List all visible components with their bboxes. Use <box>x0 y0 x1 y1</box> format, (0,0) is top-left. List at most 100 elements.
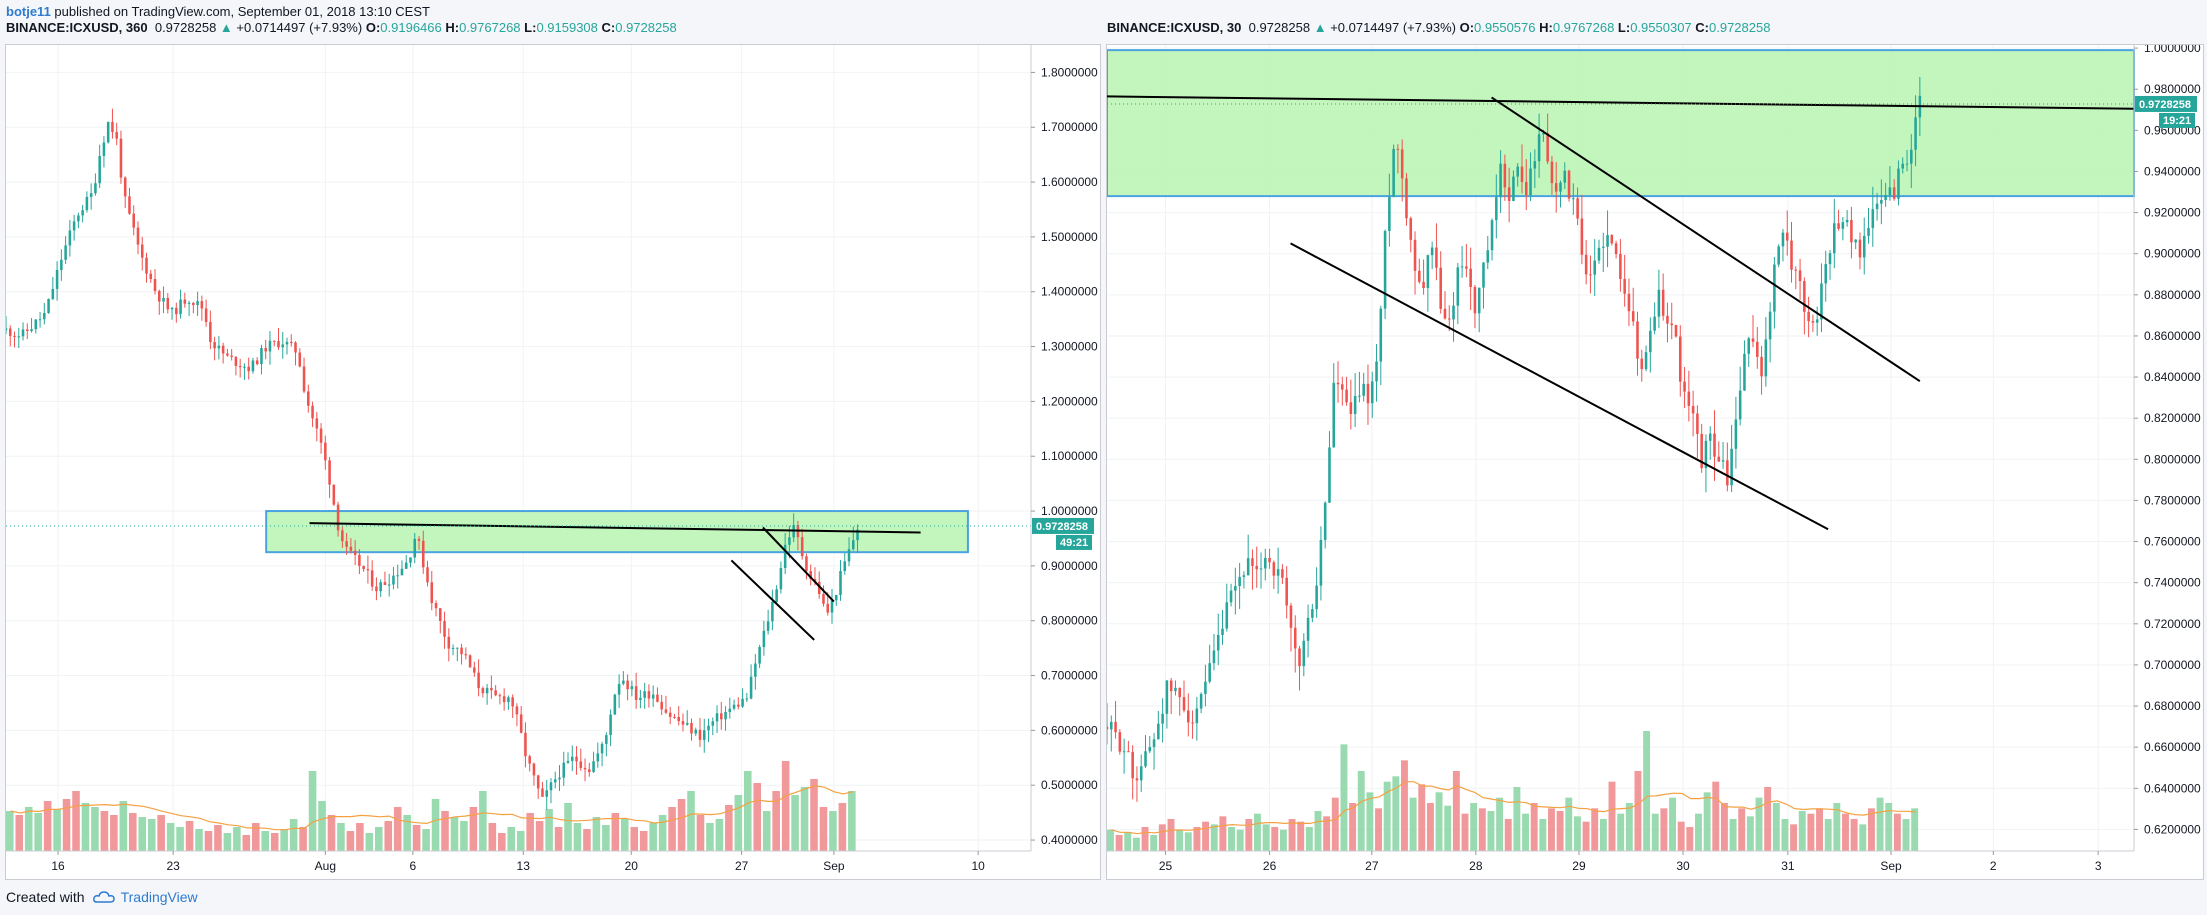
candle-body <box>1559 182 1562 192</box>
volume-bar <box>649 823 657 851</box>
volume-bar <box>1115 835 1123 851</box>
y-tick-label: 0.9200000 <box>2144 206 2201 220</box>
chart-panel-left[interactable]: BINANCE:ICXUSD, 360 0.9728258 ▲ +0.07144… <box>4 20 1101 880</box>
volume-bar <box>176 827 184 851</box>
candle-body <box>1901 163 1905 169</box>
price-chart-right[interactable]: 1.00000000.98000000.96000000.94000000.92… <box>1105 41 2203 879</box>
volume-bar <box>488 823 497 851</box>
candle-body <box>404 562 408 569</box>
price-chart-left[interactable]: 1.8000000 1.7000000 1.6000000 1.5000000 1.40… <box>4 45 1100 879</box>
candle-body <box>170 307 174 310</box>
tradingview-link[interactable]: TradingView <box>92 889 198 905</box>
candle-body <box>1854 239 1857 243</box>
candle-body <box>592 761 595 772</box>
candle-body <box>400 568 404 576</box>
volume-bar <box>1582 821 1590 851</box>
candle-body <box>643 691 646 698</box>
candle-body <box>1426 255 1430 288</box>
volume-bar <box>1176 829 1184 851</box>
y-tick-label: 0.9400000 <box>2144 164 2201 178</box>
volume-bar <box>1781 819 1789 851</box>
candle-body <box>1264 557 1267 569</box>
candle-body <box>21 329 25 337</box>
volume-bar <box>441 811 449 851</box>
x-tick-label: 3 <box>2095 859 2102 873</box>
volume-bar <box>157 815 165 851</box>
candle-body <box>1319 539 1323 586</box>
candle-body <box>434 603 438 609</box>
y-tick-label: 1.3000000 <box>1041 340 1098 354</box>
candle-body <box>72 221 76 231</box>
candle-body <box>490 687 493 691</box>
chart-panel-right[interactable]: BINANCE:ICXUSD, 30 0.9728258 ▲ +0.071449… <box>1105 20 2204 880</box>
candle-body <box>247 366 250 372</box>
volume-bar <box>744 771 752 851</box>
candle-body <box>187 302 191 304</box>
y-tick-label: 0.6800000 <box>2144 699 2201 713</box>
candle-body <box>1554 183 1558 192</box>
trend-line <box>730 559 815 641</box>
last-price-badge <box>2135 95 2197 112</box>
volume-bar <box>1409 797 1417 851</box>
y-tick-label: 1.1000000 <box>1041 449 1098 463</box>
candle-body <box>447 636 451 649</box>
candle-body <box>498 695 502 697</box>
candle-body <box>43 312 46 320</box>
candle-body <box>1242 575 1246 577</box>
candle-body <box>98 156 101 184</box>
candle-body <box>566 760 570 763</box>
author-link[interactable]: botje11 <box>6 4 51 19</box>
volume-bar <box>1643 731 1651 851</box>
volume-bar <box>1228 827 1235 851</box>
candle-body <box>1601 246 1605 248</box>
candle-body <box>379 582 382 592</box>
candle-body <box>1696 413 1699 434</box>
candle-body <box>1281 569 1284 578</box>
candle-body <box>468 655 472 668</box>
volume-bar <box>1513 787 1521 851</box>
volume-bar <box>1401 760 1408 851</box>
candle-body <box>720 713 723 720</box>
candle-body <box>251 360 255 372</box>
candle-body <box>51 288 55 299</box>
volume-bar <box>1254 813 1261 851</box>
volume-bar <box>1366 792 1374 851</box>
volume-bar <box>1885 803 1893 851</box>
volume-bar <box>166 823 175 851</box>
y-tick-label: 0.7600000 <box>2144 535 2201 549</box>
candle-body <box>1751 338 1755 342</box>
candle-body <box>1798 270 1802 282</box>
trend-line <box>1290 242 1829 531</box>
candle-body <box>1820 283 1823 320</box>
candle-body <box>1687 391 1691 406</box>
candle-body <box>13 335 16 337</box>
volume-bar <box>147 819 156 851</box>
volume-bar <box>621 819 629 851</box>
volume-bar <box>1202 821 1210 851</box>
candle-body <box>817 581 821 595</box>
candle-body <box>1550 161 1554 184</box>
candle-body <box>324 442 327 461</box>
x-tick-label: Sep <box>1880 859 1902 873</box>
volume-bar <box>1833 803 1841 851</box>
candle-body <box>1910 149 1913 164</box>
candle-body <box>536 775 540 789</box>
candle-body <box>1700 433 1703 469</box>
candle-body <box>1914 117 1917 150</box>
volume-bar <box>110 815 118 851</box>
candle-body <box>1105 726 1109 730</box>
candle-body <box>277 341 280 348</box>
candle-body <box>1884 195 1887 200</box>
candle-body <box>1486 250 1490 263</box>
candle-body <box>1631 311 1635 322</box>
candle-body <box>1721 460 1725 462</box>
y-tick-label: 0.9000000 <box>1041 559 1098 573</box>
candle-body <box>583 767 587 770</box>
candle-body <box>1469 268 1472 288</box>
candle-body <box>541 788 544 797</box>
candle-body <box>1212 650 1216 664</box>
volume-bar <box>129 813 137 851</box>
candle-body <box>451 647 455 649</box>
candle-body <box>1858 239 1862 258</box>
candle-body <box>1216 634 1220 651</box>
